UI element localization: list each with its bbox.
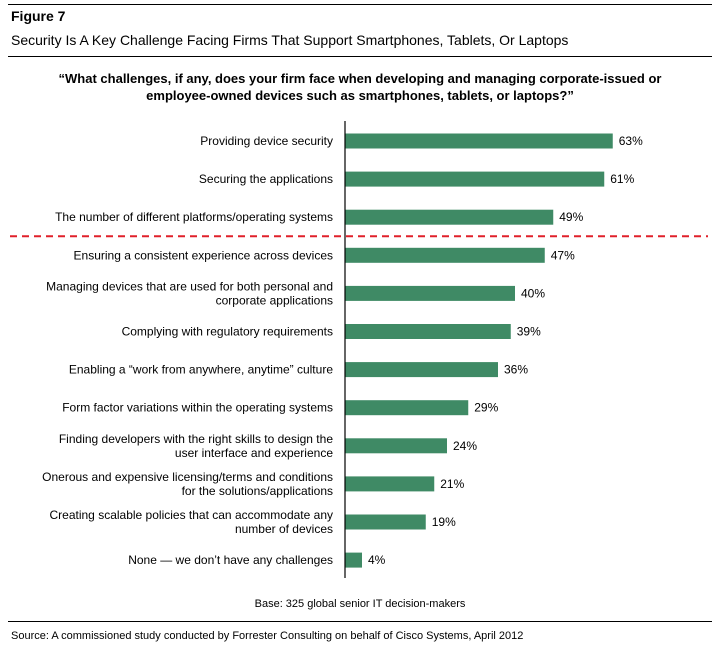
data-label: 36% <box>504 363 528 377</box>
bottom-rule <box>8 621 712 622</box>
bar <box>345 552 362 568</box>
title-rule <box>8 56 712 57</box>
bar <box>345 209 554 225</box>
category-label: Securing the applications <box>199 172 333 186</box>
bar <box>345 514 426 530</box>
category-label: Finding developers with the right skills… <box>59 432 333 446</box>
bar <box>345 438 447 454</box>
bar <box>345 247 545 263</box>
category-label: Ensuring a consistent experience across … <box>74 248 333 262</box>
base-note: Base: 325 global senior IT decision-make… <box>254 598 466 610</box>
data-label: 49% <box>559 210 583 224</box>
category-label: for the solutions/applications <box>182 484 333 498</box>
bar <box>345 400 469 416</box>
source-note: Source: A commissioned study conducted b… <box>11 630 524 642</box>
data-label: 19% <box>432 515 456 529</box>
bar <box>345 362 498 378</box>
bar <box>345 476 435 492</box>
bar <box>345 171 605 187</box>
category-label: The number of different platforms/operat… <box>55 210 333 224</box>
category-label: Enabling a “work from anywhere, anytime”… <box>69 363 333 377</box>
bar <box>345 133 613 149</box>
data-label: 61% <box>610 172 634 186</box>
bar <box>345 324 511 339</box>
data-label: 4% <box>368 553 386 567</box>
category-label: Managing devices that are used for both … <box>46 279 333 293</box>
category-label: Onerous and expensive licensing/terms an… <box>42 470 333 484</box>
top-rule <box>8 4 712 5</box>
data-label: 21% <box>440 477 464 491</box>
data-label: 39% <box>517 325 541 339</box>
category-label: Creating scalable policies that can acco… <box>50 508 334 522</box>
bar <box>345 285 515 301</box>
category-label: Providing device security <box>200 134 333 148</box>
data-label: 24% <box>453 439 477 453</box>
data-label: 40% <box>521 286 545 300</box>
figure-number: Figure 7 <box>11 8 66 24</box>
data-label: 29% <box>474 401 498 415</box>
data-label: 63% <box>619 134 643 148</box>
category-label: number of devices <box>235 522 333 536</box>
figure-title: Security Is A Key Challenge Facing Firms… <box>11 32 569 48</box>
category-label: Complying with regulatory requirements <box>122 325 333 339</box>
survey-question: “What challenges, if any, does your firm… <box>58 71 662 103</box>
category-label: Form factor variations within the operat… <box>62 401 333 415</box>
category-label: corporate applications <box>216 293 333 307</box>
category-label: user interface and experience <box>175 446 333 460</box>
category-label: None — we don’t have any challenges <box>128 553 333 567</box>
data-label: 47% <box>551 248 575 262</box>
